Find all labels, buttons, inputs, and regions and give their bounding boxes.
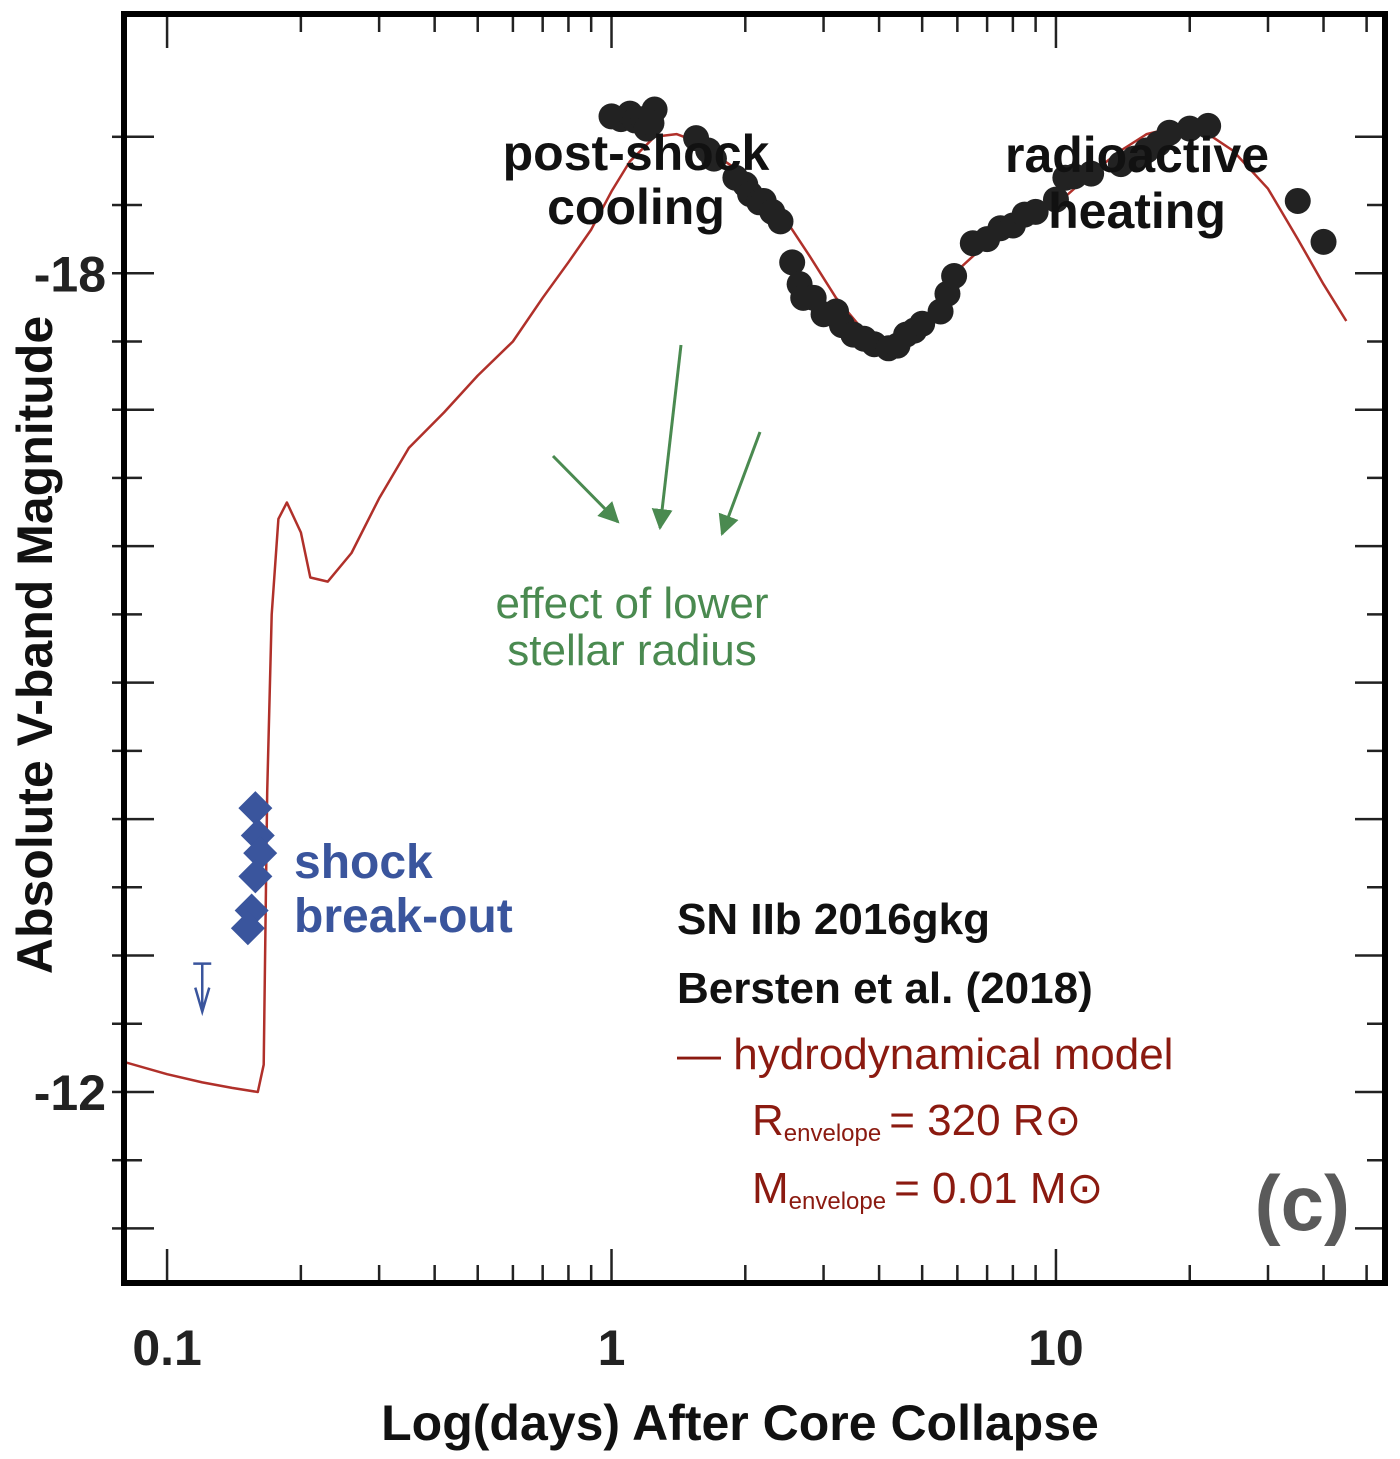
plot-area [124,96,1348,1094]
plot-frame [121,11,1388,1286]
data-point-diamond [238,791,273,826]
legend: SN IIb 2016gkg Bersten et al. (2018) — h… [677,895,1173,1215]
annotation-breakout-line2: break-out [294,890,513,943]
legend-object-name: SN IIb 2016gkg [677,895,990,944]
data-point-circle [1310,228,1337,255]
legend-radius-symbol: R [752,1096,784,1145]
data-point-circle [1022,198,1049,225]
panel-label: (c) [1255,1159,1350,1247]
data-point-circle [779,249,806,276]
annotation-lower-radius-line1: effect of lower [495,579,768,628]
data-point-circle [700,145,727,172]
annotation-post-shock-line2: cooling [547,179,725,235]
lower-radius-arrows [551,344,762,536]
upper-limit-marker [193,962,212,1017]
data-point-circle [1284,187,1311,214]
legend-mass-line: Menvelope = 0.01 M⊙ [752,1164,1103,1215]
data-point-diamond [238,859,273,894]
x-tick-label: 0.1 [132,1320,202,1376]
scatter-points [193,96,1337,1017]
legend-mass-subscript: envelope [789,1188,886,1215]
y-tick-labels: -18 -12 [34,246,106,1121]
legend-mass-sun-symbol: ⊙ [1067,1164,1104,1213]
y-axis-title: Absolute V-band Magnitude [7,316,63,974]
x-axis-title: Log(days) After Core Collapse [381,1395,1099,1451]
annotation-lower-radius-line2: stellar radius [507,626,756,675]
annotation-radioactive-line2: heating [1048,183,1226,239]
x-tick-labels: 0.1 1 10 [132,1320,1083,1376]
green-arrow-3 [718,431,762,536]
data-point-circle [767,208,794,235]
legend-reference: Bersten et al. (2018) [677,964,1093,1013]
data-point-diamond [243,836,278,871]
data-point-diamond [230,911,265,946]
legend-radius-line: Renvelope = 320 R⊙ [752,1096,1081,1147]
legend-radius-subscript: envelope [784,1120,881,1147]
data-point-circle [1042,186,1069,213]
green-arrow-1 [551,454,620,524]
y-tick-label: -12 [34,1065,106,1121]
data-point-circle [941,262,968,289]
legend-radius-sun-symbol: ⊙ [1045,1096,1082,1145]
x-tick-label: 1 [598,1320,626,1376]
data-point-circle [638,110,665,137]
legend-mass-symbol: M [752,1164,789,1213]
annotation-breakout-line1: shock [294,836,433,889]
data-point-circle [1078,160,1105,187]
legend-model-label: — hydrodynamical model [677,1030,1173,1079]
legend-mass-value: = 0.01 M [894,1164,1066,1213]
data-point-circle [909,310,936,337]
x-tick-label: 10 [1028,1320,1084,1376]
annotation-post-shock-line1: post-shock [503,125,770,181]
y-tick-label: -18 [34,246,106,302]
legend-radius-value: = 320 R [889,1096,1044,1145]
data-point-circle [1195,112,1222,139]
annotation-radioactive-line1: radioactive [1005,127,1269,183]
data-point-circle [1156,119,1183,146]
green-arrow-2 [651,344,683,531]
